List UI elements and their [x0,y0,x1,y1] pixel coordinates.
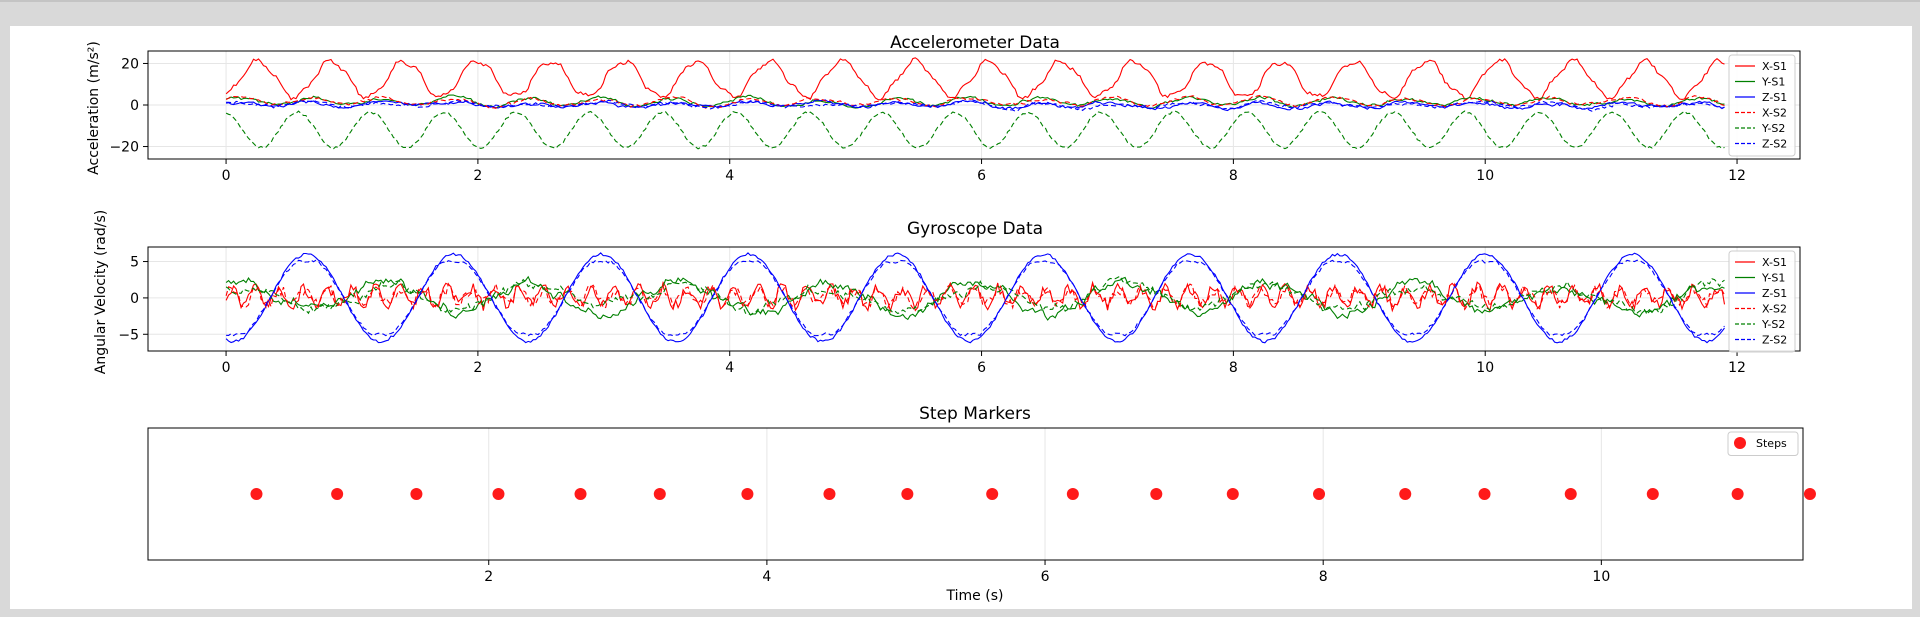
series-line-z-s1 [225,99,1725,112]
x-tick-label: 10 [1476,360,1494,376]
accelerometer-series [225,57,1725,150]
accelerometer-title: Accelerometer Data [890,33,1060,53]
step-marker-point [574,488,587,500]
step-markers-title: Step Markers [919,404,1031,424]
figure-svg: Accelerometer Data Acceleration (m/s²) 0… [86,33,1816,604]
gyroscope-axes-frame [147,246,1801,352]
gyroscope-grid [148,247,1800,351]
x-tick-label: 2 [473,360,482,376]
step-marker-point [492,488,505,500]
step-marker-point [1646,488,1659,500]
x-tick-label: 6 [977,168,986,184]
gyroscope-panel: Gyroscope Data Angular Velocity (rad/s) … [93,210,1801,376]
x-tick-label: 10 [1592,569,1610,585]
legend-label: X-S2 [1762,303,1787,316]
series-line-z-s2 [226,99,1725,112]
legend-label: Y-S1 [1761,272,1785,285]
gyroscope-title: Gyroscope Data [907,219,1043,239]
legend-label: Z-S1 [1762,287,1787,300]
step-markers-points [250,488,1816,500]
step-marker-point [653,488,666,500]
x-tick-label: 4 [762,569,771,585]
x-tick-label: 10 [1476,168,1494,184]
series-line-x-s2 [225,94,1725,109]
x-tick-label: 2 [473,168,482,184]
accelerometer-ylabel: Acceleration (m/s²) [86,41,102,175]
step-marker-point [1066,488,1079,500]
step-markers-axes-frame [147,427,1804,561]
gyroscope-series [225,252,1726,344]
series-line-x-s2 [225,281,1725,311]
step-marker-point [741,488,754,500]
legend-box [1727,431,1799,456]
accelerometer-grid [148,51,1800,159]
x-tick-label: 8 [1229,168,1238,184]
step-markers-xlabel: Time (s) [946,588,1004,604]
y-tick-label: 0 [130,291,139,307]
x-tick-label: 4 [725,360,734,376]
x-tick-label: 0 [222,168,231,184]
legend-swatch [1734,437,1746,449]
legend-label: X-S1 [1762,256,1787,269]
step-markers-legend: Steps [1727,431,1799,456]
step-marker-point [331,488,344,500]
step-marker-point [1399,488,1412,500]
legend-label: X-S2 [1762,107,1787,120]
step-marker-point [986,488,999,500]
x-tick-label: 8 [1319,569,1328,585]
step-marker-point [250,488,263,500]
step-marker-point [1803,488,1816,500]
x-tick-label: 12 [1728,360,1746,376]
legend-label: Steps [1756,437,1787,450]
step-marker-point [410,488,423,500]
step-marker-point [1226,488,1239,500]
window-top-border [0,0,1920,2]
series-line-y-s1 [225,275,1725,321]
series-line-x-s1 [225,57,1725,101]
step-markers-panel: Step Markers 2 4 6 8 10 Steps Time (s) [147,404,1816,604]
y-tick-label: 5 [130,255,139,271]
legend-label: Z-S1 [1762,91,1787,104]
figure-canvas: Accelerometer Data Acceleration (m/s²) 0… [10,26,1912,609]
gyroscope-ylabel: Angular Velocity (rad/s) [93,210,109,374]
legend-label: Z-S2 [1762,334,1787,347]
x-tick-label: 4 [725,168,734,184]
y-tick-label: 0 [130,98,139,114]
legend-label: Y-S1 [1761,76,1785,89]
y-tick-label: 20 [121,56,139,72]
legend-box [1728,250,1796,353]
accelerometer-legend: X-S1 Y-S1 Z-S1 X-S2 Y-S2 Z-S2 [1728,54,1796,157]
series-line-y-s2 [225,110,1725,150]
step-markers-ticks: 2 4 6 8 10 [484,560,1610,585]
series-line-z-s2 [226,259,1725,337]
step-marker-point [1150,488,1163,500]
legend-label: X-S1 [1762,60,1787,73]
y-tick-label: −5 [118,327,139,343]
series-line-y-s2 [225,275,1725,316]
step-marker-point [1478,488,1491,500]
x-tick-label: 0 [222,360,231,376]
legend-box [1728,54,1796,157]
accelerometer-ticks: 0 2 4 6 8 10 12 −20 0 20 [109,56,1746,184]
accelerometer-panel: Accelerometer Data Acceleration (m/s²) 0… [86,33,1801,184]
x-tick-label: 12 [1728,168,1746,184]
x-tick-label: 6 [977,360,986,376]
legend-label: Y-S2 [1761,122,1785,135]
series-line-x-s1 [225,280,1726,313]
step-marker-point [823,488,836,500]
series-line-z-s1 [225,252,1725,344]
step-marker-point [1731,488,1744,500]
gyroscope-ticks: 0 2 4 6 8 10 12 −5 0 5 [118,255,1746,376]
gyroscope-legend: X-S1 Y-S1 Z-S1 X-S2 Y-S2 Z-S2 [1728,250,1796,353]
legend-label: Y-S2 [1761,318,1785,331]
legend-label: Z-S2 [1762,138,1787,151]
step-marker-point [1313,488,1326,500]
step-marker-point [901,488,914,500]
step-markers-grid [488,428,1602,560]
x-tick-label: 8 [1229,360,1238,376]
step-marker-point [1564,488,1577,500]
x-tick-label: 2 [484,569,493,585]
x-tick-label: 6 [1041,569,1050,585]
y-tick-label: −20 [109,140,139,156]
